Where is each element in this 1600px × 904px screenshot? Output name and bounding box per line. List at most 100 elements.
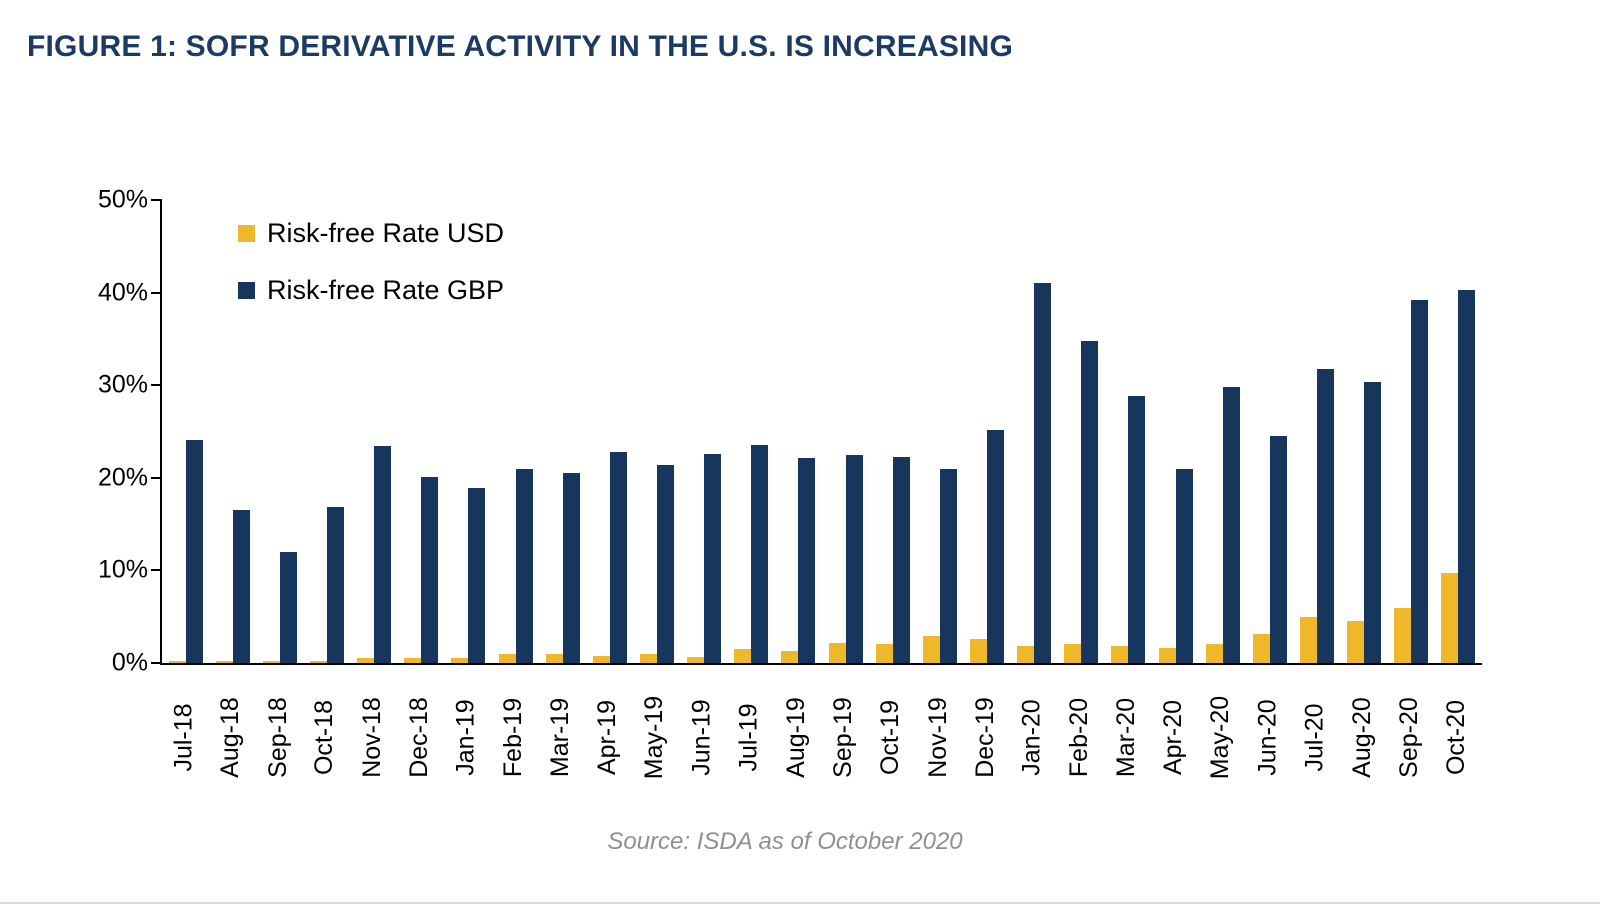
bar-gbp-jan-19 (468, 488, 486, 663)
source-note: Source: ISDA as of October 2020 (607, 828, 963, 855)
x-tick-label-oct-18: Oct-18 (310, 699, 339, 775)
legend-item: Risk-free Rate USD (238, 218, 504, 249)
bar-group-may-20 (1205, 200, 1240, 663)
bar-gbp-mar-19 (562, 473, 580, 663)
figure-title: FIGURE 1: SOFR DERIVATIVE ACTIVITY IN TH… (27, 30, 1013, 63)
x-tick-label-aug-19: Aug-19 (781, 696, 810, 778)
bar-gbp-dec-18 (421, 476, 439, 663)
bar-group-aug-20 (1347, 200, 1382, 663)
bar-group-dec-19 (969, 200, 1004, 663)
bar-gbp-apr-20 (1175, 468, 1193, 663)
bar-group-sep-18 (262, 200, 297, 663)
x-tick-label-sep-19: Sep-19 (829, 696, 858, 778)
x-tick-label-apr-19: Apr-19 (593, 699, 622, 775)
bar-usd-jul-20 (1299, 616, 1317, 663)
bar-gbp-aug-20 (1364, 381, 1382, 663)
x-tick-label-jul-19: Jul-19 (734, 702, 763, 772)
bar-usd-aug-19 (781, 650, 799, 663)
bar-group-jan-20 (1017, 200, 1052, 663)
x-tick-label-nov-18: Nov-18 (357, 696, 386, 778)
x-tick-label-oct-20: Oct-20 (1441, 699, 1470, 775)
bar-usd-apr-19 (592, 655, 610, 663)
y-tick-label: 30% (97, 370, 148, 399)
bar-group-oct-19 (875, 200, 910, 663)
bar-group-jun-20 (1252, 200, 1287, 663)
bar-group-feb-20 (1064, 200, 1099, 663)
bar-group-jul-20 (1299, 200, 1334, 663)
x-tick-label-dec-18: Dec-18 (404, 696, 433, 778)
bar-usd-jan-20 (1017, 646, 1035, 663)
bar-gbp-oct-19 (892, 457, 910, 663)
y-tick-label: 20% (97, 463, 148, 492)
x-tick-label-feb-19: Feb-19 (499, 697, 528, 777)
x-tick-label-sep-18: Sep-18 (263, 696, 292, 778)
bar-usd-aug-18 (215, 661, 233, 663)
bar-group-nov-19 (922, 200, 957, 663)
bar-usd-oct-19 (875, 643, 893, 663)
bar-usd-may-19 (639, 653, 657, 663)
bar-group-jul-19 (734, 200, 769, 663)
bar-group-dec-18 (404, 200, 439, 663)
legend: Risk-free Rate USD Risk-free Rate GBP (238, 218, 504, 306)
bar-group-aug-18 (215, 200, 250, 663)
bar-usd-jan-19 (451, 658, 469, 663)
bar-usd-jul-19 (734, 649, 752, 663)
x-tick-label-mar-20: Mar-20 (1111, 697, 1140, 777)
bar-group-jul-18 (168, 200, 203, 663)
x-tick-label-aug-18: Aug-18 (216, 696, 245, 778)
bar-usd-nov-18 (357, 658, 375, 663)
bar-group-oct-20 (1441, 200, 1476, 663)
bar-gbp-oct-20 (1458, 289, 1476, 663)
bar-usd-feb-20 (1064, 643, 1082, 663)
bar-usd-feb-19 (498, 653, 516, 663)
bar-gbp-nov-18 (374, 446, 392, 663)
bar-group-oct-18 (309, 200, 344, 663)
y-tick-label: 40% (97, 278, 148, 307)
bar-group-apr-20 (1158, 200, 1193, 663)
y-tick-label: 50% (97, 185, 148, 214)
bar-gbp-mar-20 (1128, 396, 1146, 663)
bar-group-may-19 (639, 200, 674, 663)
x-tick-label-jan-19: Jan-19 (451, 698, 480, 776)
x-tick-label-may-19: May-19 (640, 695, 669, 779)
bar-gbp-may-19 (656, 464, 674, 663)
bar-usd-dec-19 (969, 638, 987, 663)
y-tick-mark (151, 291, 162, 294)
x-tick-label-jun-20: Jun-20 (1253, 698, 1282, 776)
y-tick-mark (151, 384, 162, 387)
legend-item: Risk-free Rate GBP (238, 275, 504, 306)
bar-usd-mar-19 (545, 653, 563, 663)
bar-gbp-oct-18 (326, 506, 344, 663)
bar-gbp-sep-20 (1411, 300, 1429, 663)
legend-swatch-icon (238, 225, 255, 242)
x-tick-label-jun-19: Jun-19 (687, 698, 716, 776)
bar-group-jan-19 (451, 200, 486, 663)
legend-label: Risk-free Rate USD (267, 218, 505, 248)
bar-usd-sep-18 (262, 661, 280, 663)
bar-gbp-sep-19 (845, 454, 863, 663)
y-axis: 0% 10% 20% 30% 40% 50% (40, 186, 148, 677)
bar-usd-jun-20 (1252, 634, 1270, 663)
bottom-divider (0, 902, 1600, 904)
y-tick-label: 10% (97, 555, 148, 584)
bar-group-apr-19 (592, 200, 627, 663)
bar-usd-jun-19 (687, 656, 705, 663)
y-tick-mark (151, 476, 162, 479)
bar-usd-oct-18 (309, 661, 327, 663)
x-tick-label-aug-20: Aug-20 (1347, 696, 1376, 778)
bar-group-feb-19 (498, 200, 533, 663)
y-tick-mark (151, 569, 162, 572)
x-tick-label-oct-19: Oct-19 (876, 699, 905, 775)
x-tick-label-dec-19: Dec-19 (970, 696, 999, 778)
bar-gbp-dec-19 (986, 429, 1004, 663)
bar-group-aug-19 (781, 200, 816, 663)
x-tick-label-apr-20: Apr-20 (1159, 699, 1188, 775)
bar-usd-sep-20 (1394, 608, 1412, 663)
bar-gbp-jun-19 (704, 453, 722, 663)
bar-gbp-aug-19 (798, 458, 816, 663)
bar-group-sep-19 (828, 200, 863, 663)
bar-gbp-feb-20 (1081, 340, 1099, 663)
bar-usd-nov-19 (922, 636, 940, 663)
bar-gbp-feb-19 (515, 468, 533, 663)
